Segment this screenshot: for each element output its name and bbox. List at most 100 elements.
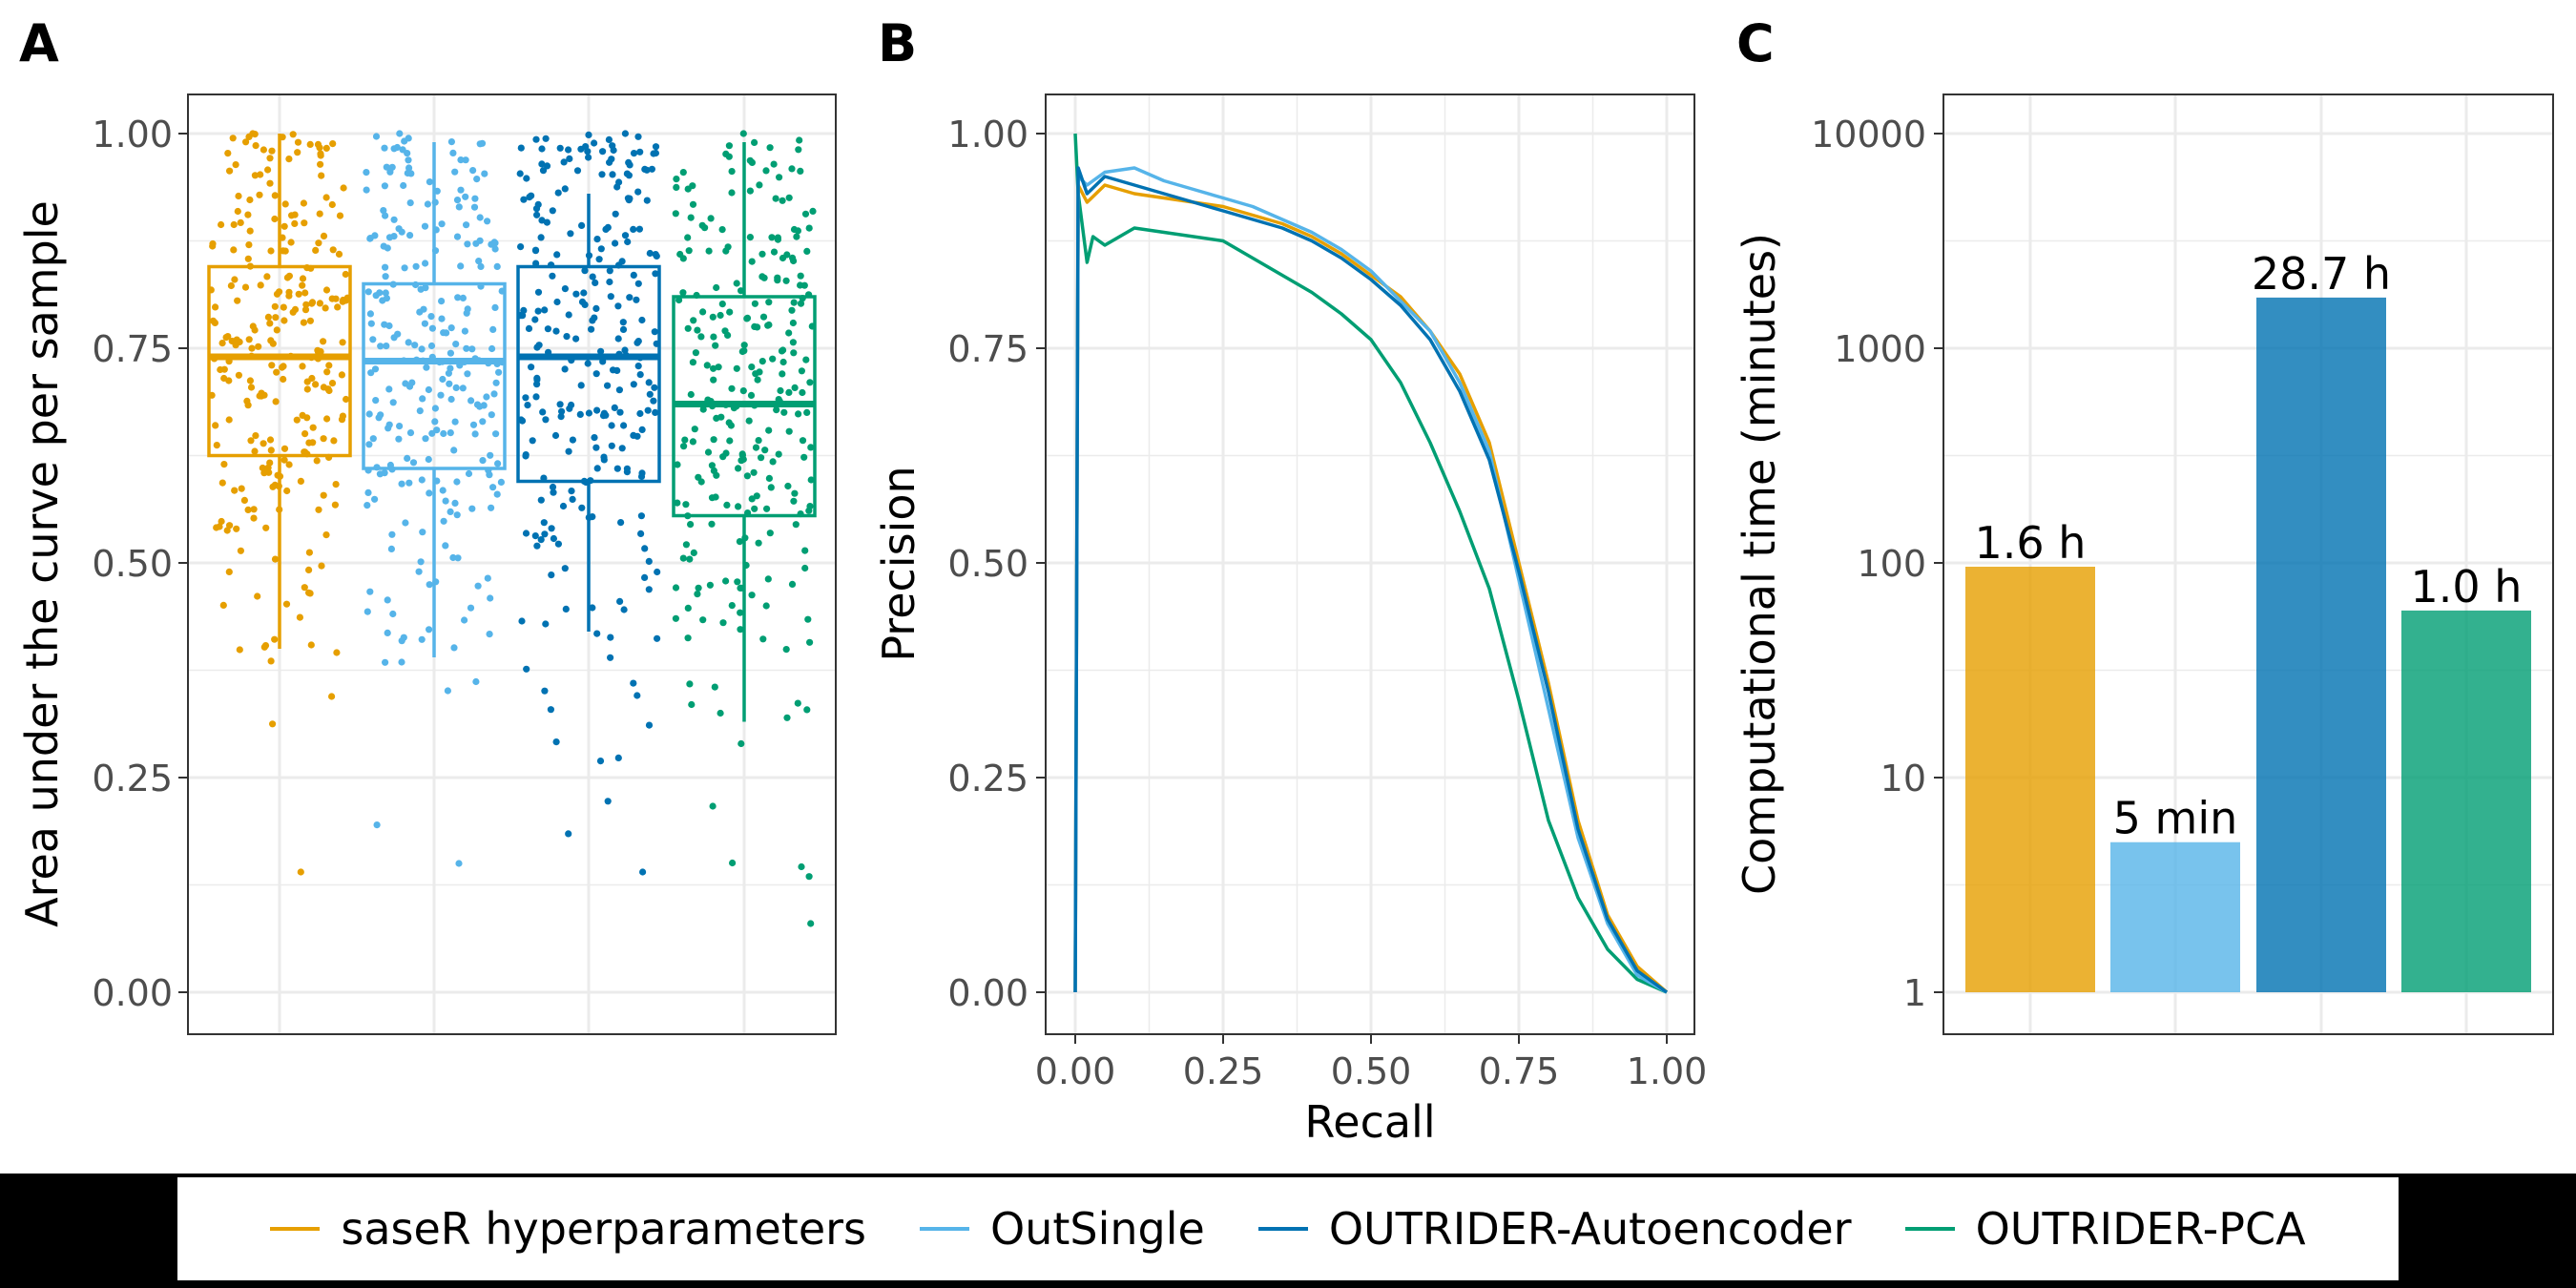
panel-a-point-outrider-autoencoder <box>537 536 545 544</box>
panel-a-point-saser-hyperparameters <box>240 496 248 505</box>
panel-a-point-outrider-pca <box>788 580 797 589</box>
panel-a-point-outrider-autoencoder <box>549 207 556 215</box>
panel-a-point-outrider-pca <box>796 136 803 144</box>
panel-a-point-outrider-autoencoder <box>554 189 562 197</box>
panel-a-point-outrider-pca <box>736 538 744 546</box>
panel-a-point-outrider-pca <box>765 426 773 434</box>
panel-a-point-outrider-autoencoder <box>533 343 541 351</box>
panel-a-point-outrider-pca <box>779 197 786 204</box>
panel-a-point-saser-hyperparameters <box>271 215 279 223</box>
panel-a-point-outsingle <box>462 193 469 200</box>
panel-a-point-saser-hyperparameters <box>316 210 323 218</box>
panel-a-point-outrider-pca <box>766 530 774 537</box>
panel-a-point-outsingle <box>406 232 414 239</box>
panel-a-point-saser-hyperparameters <box>267 247 275 255</box>
panel-b-x-tick-label: 0.00 <box>1035 1050 1116 1092</box>
panel-a-point-outrider-autoencoder <box>538 217 546 224</box>
panel-a-point-saser-hyperparameters <box>266 155 274 162</box>
panel-a-point-saser-hyperparameters <box>225 416 233 424</box>
panel-a-point-saser-hyperparameters <box>285 288 293 296</box>
panel-a-point-outsingle <box>400 181 407 190</box>
panel-a-point-outrider-pca <box>794 227 802 235</box>
panel-a-point-outrider-pca <box>699 405 707 413</box>
panel-a-point-outrider-pca <box>753 492 760 500</box>
panel-a-point-outrider-pca <box>695 584 702 592</box>
panel-a-point-outsingle <box>428 324 436 332</box>
panel-a-point-saser-hyperparameters <box>268 147 276 155</box>
panel-a-point-outsingle <box>493 262 501 270</box>
legend-label-saser: saseR hyperparameters <box>341 1203 866 1255</box>
panel-a-point-outrider-pca <box>689 438 697 446</box>
panel-a-point-saser-hyperparameters <box>262 524 270 531</box>
panel-a-point-saser-hyperparameters <box>266 436 275 444</box>
panel-a-point-saser-hyperparameters <box>246 377 254 384</box>
panel-a-point-outsingle <box>447 429 454 437</box>
panel-c-bar-label-outsingle: 5 min <box>2113 793 2238 844</box>
panel-a-point-saser-hyperparameters <box>245 133 253 140</box>
panel-a-point-saser-hyperparameters <box>309 424 317 431</box>
panel-a-point-outrider-autoencoder <box>596 758 605 765</box>
panel-a-point-outsingle <box>394 330 402 338</box>
panel-a-point-saser-hyperparameters <box>301 289 309 297</box>
panel-a-point-outrider-autoencoder <box>597 245 605 253</box>
panel-a-point-outrider-autoencoder <box>516 170 524 177</box>
panel-a-point-outsingle <box>364 488 372 497</box>
panel-a-point-outrider-pca <box>776 174 783 181</box>
panel-a-point-outrider-autoencoder <box>562 605 570 613</box>
panel-a-point-outsingle <box>401 264 408 272</box>
panel-a-point-outrider-pca <box>710 364 717 372</box>
panel-a-point-saser-hyperparameters <box>301 448 308 456</box>
panel-a-point-outrider-autoencoder <box>549 272 556 280</box>
panel-a-point-outrider-autoencoder <box>652 251 659 259</box>
panel-a-point-outrider-pca <box>782 646 790 654</box>
panel-a-point-outrider-pca <box>799 388 806 397</box>
panel-a-point-outsingle <box>447 349 454 357</box>
panel-a-point-outsingle <box>475 258 483 265</box>
panel-a-point-saser-hyperparameters <box>229 135 237 142</box>
panel-a-point-outsingle <box>387 545 395 553</box>
panel-a-point-outrider-autoencoder <box>619 325 628 333</box>
panel-a-point-saser-hyperparameters <box>241 283 250 291</box>
panel-a-point-outrider-autoencoder <box>634 363 642 370</box>
panel-a-point-outsingle <box>450 644 458 652</box>
panel-a-point-outrider-pca <box>801 210 810 218</box>
panel-a-point-outrider-pca <box>688 700 696 709</box>
panel-a-point-outrider-pca <box>785 329 793 337</box>
panel-a-point-saser-hyperparameters <box>235 371 242 379</box>
panel-b-frame <box>1045 93 1695 1035</box>
legend-item-saser: saseR hyperparameters <box>270 1203 866 1255</box>
panel-a-point-saser-hyperparameters <box>316 144 323 152</box>
panel-a-point-saser-hyperparameters <box>209 317 217 324</box>
panel-a-point-outsingle <box>367 369 375 377</box>
panel-a-point-saser-hyperparameters <box>209 242 217 250</box>
panel-a-point-saser-hyperparameters <box>280 456 288 464</box>
panel-a-point-outsingle <box>487 594 494 602</box>
panel-b-line-outsingle <box>1073 166 1668 994</box>
panel-a-point-outrider-autoencoder <box>533 542 541 550</box>
panel-a-point-saser-hyperparameters <box>312 381 320 388</box>
panel-a-point-outsingle <box>382 273 389 280</box>
panel-a-point-saser-hyperparameters <box>291 219 299 227</box>
panel-a-point-outsingle <box>488 411 495 419</box>
panel-a-point-outsingle <box>468 345 476 353</box>
panel-c-y-tick-label: 1000 <box>1834 328 1926 370</box>
panel-a-point-outrider-pca <box>762 602 770 610</box>
panel-a-point-outrider-pca <box>805 873 813 881</box>
panel-a-point-outrider-pca <box>695 473 702 481</box>
panel-a-point-outrider-pca <box>713 471 720 479</box>
panel-a-point-outsingle <box>459 294 467 301</box>
panel-a-point-outsingle <box>446 380 453 387</box>
panel-a-point-outrider-pca <box>800 281 808 289</box>
panel-a-point-outsingle <box>454 554 462 562</box>
panel-a-point-saser-hyperparameters <box>299 275 307 282</box>
panel-a-point-outsingle <box>385 322 393 330</box>
panel-a-point-outrider-pca <box>737 626 744 634</box>
panel-a-point-outrider-autoencoder <box>646 249 654 258</box>
panel-a-point-outrider-pca <box>674 461 681 468</box>
panel-b-y-tick-label: 0.50 <box>947 543 1028 585</box>
panel-a-point-outrider-pca <box>748 364 756 371</box>
panel-a-point-outsingle <box>442 542 449 550</box>
panel-a-point-outrider-pca <box>801 547 809 554</box>
panel-a-point-saser-hyperparameters <box>305 549 313 556</box>
panel-a-point-outsingle <box>462 156 469 164</box>
